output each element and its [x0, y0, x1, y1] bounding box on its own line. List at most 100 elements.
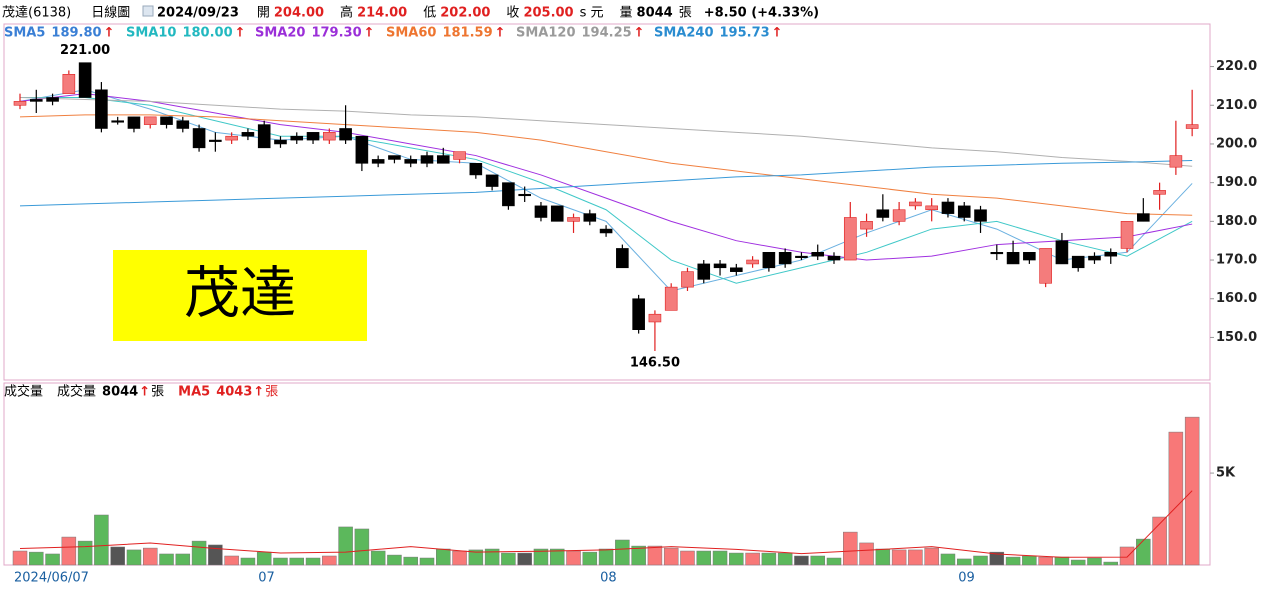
volume-bar — [859, 542, 874, 566]
candle-body — [746, 259, 759, 265]
candle-body — [567, 217, 580, 222]
volume-bar — [517, 552, 532, 566]
volume-bar — [1054, 556, 1070, 566]
volume-bar — [436, 548, 451, 566]
candle-body — [909, 201, 922, 207]
volume-bar — [175, 553, 191, 566]
candle-body — [388, 155, 401, 160]
volume-bar — [338, 526, 353, 566]
volume-bar — [354, 528, 370, 566]
volume-bar — [1038, 556, 1053, 566]
volume-bar — [777, 552, 793, 566]
candle-body — [892, 209, 906, 222]
volume-bar — [566, 550, 581, 566]
legend-name: SMA120 — [516, 26, 576, 41]
volume-bar — [273, 557, 288, 566]
volume-bar — [794, 555, 809, 566]
volume-bar — [973, 555, 988, 566]
x-tick-label: 09 — [958, 571, 975, 586]
y-tick-label: 180.0 — [1216, 214, 1257, 229]
x-tick-label: 07 — [258, 571, 275, 586]
ma-line — [19, 93, 1193, 261]
candle-body — [778, 252, 792, 265]
volume-bar — [1022, 555, 1037, 566]
volume-bar — [908, 549, 923, 566]
watermark: 茂達 — [184, 262, 296, 327]
legend-arrow: ↑ — [104, 26, 115, 41]
checkbox-icon[interactable] — [142, 5, 154, 17]
volume-bar — [631, 545, 646, 566]
candle-body — [762, 252, 776, 269]
legend-name: SMA10 — [126, 26, 176, 41]
candle-body — [1104, 252, 1118, 257]
ma-name: MA5 — [178, 385, 210, 400]
volume-bar — [1168, 431, 1184, 566]
candle-body — [46, 97, 59, 102]
volume-bar — [680, 550, 695, 566]
volume-bar — [501, 552, 516, 566]
volume-bar — [810, 555, 825, 566]
volume-bar — [843, 531, 858, 566]
ma-line — [19, 490, 1193, 558]
candle-body — [453, 151, 466, 160]
legend-arrow: ↑ — [139, 385, 150, 400]
ma-line — [19, 97, 1193, 167]
volume-label: 量 — [620, 6, 633, 21]
candle-body — [1153, 190, 1166, 195]
volume-bar — [419, 557, 435, 566]
x-tick-label: 08 — [600, 571, 617, 586]
candle-body — [550, 205, 564, 222]
volume-bar — [142, 547, 158, 566]
volume-unit: 張 — [679, 6, 692, 21]
candle-body — [534, 205, 548, 218]
volume-bar — [875, 548, 891, 566]
candle-body — [257, 124, 271, 149]
y-tick-label: 5K — [1216, 466, 1236, 481]
candle-body — [502, 182, 515, 207]
watermark-box — [113, 250, 367, 341]
candle-body — [355, 135, 369, 164]
high-label: 高 — [340, 5, 353, 21]
candle-body — [583, 213, 597, 222]
legend-arrow: ↑ — [253, 385, 264, 400]
high: 214.00 — [357, 6, 407, 21]
candle-body — [1120, 221, 1134, 249]
volume-title: 成交量 — [4, 384, 43, 400]
legend-arrow: ↑ — [495, 26, 506, 41]
y-tick-label: 200.0 — [1216, 136, 1257, 151]
volume-bar — [729, 552, 744, 566]
volume-bar — [1119, 546, 1135, 566]
volume-bar — [61, 536, 77, 566]
candle-body — [290, 135, 304, 141]
stock-name: 茂達(6138) — [2, 6, 71, 21]
candle-body — [306, 132, 320, 141]
candle-body — [1006, 252, 1020, 265]
candle-body — [713, 263, 727, 269]
candle-body — [1088, 255, 1101, 261]
date: 2024/09/23 — [157, 6, 239, 21]
legend-value: 179.30 — [311, 26, 361, 41]
volume-bar — [403, 556, 418, 566]
volume-bar — [891, 549, 907, 566]
candle-body — [811, 252, 825, 257]
volume-bar — [647, 545, 663, 566]
volume-bar — [989, 551, 1005, 566]
low-annotation: 146.50 — [630, 355, 680, 370]
x-tick-label: 2024/06/07 — [14, 571, 89, 586]
volume-bar — [533, 548, 549, 566]
candle-body — [974, 209, 987, 222]
volume-bar — [940, 553, 956, 566]
volume-bar — [1070, 559, 1086, 566]
candle-body — [127, 116, 141, 129]
candle-body — [795, 255, 808, 258]
candle-body — [160, 116, 173, 125]
volume-bar — [1152, 516, 1167, 566]
volume-bar — [224, 555, 239, 566]
legend-value: 195.73 — [720, 26, 770, 41]
y-tick-label: 150.0 — [1216, 330, 1257, 345]
candle-body — [1071, 255, 1085, 269]
volume-name: 成交量 — [57, 384, 96, 400]
candle-body — [925, 205, 938, 211]
volume-bar — [159, 553, 174, 566]
legend-name: SMA5 — [4, 26, 45, 41]
